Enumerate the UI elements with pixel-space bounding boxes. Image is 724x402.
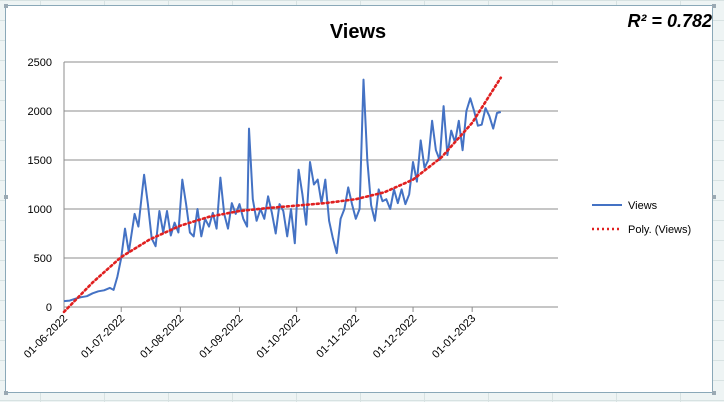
- x-tick-label: 01-08-2022: [138, 313, 186, 361]
- y-tick-label: 2000: [28, 106, 52, 118]
- x-tick-label: 01-07-2022: [79, 313, 127, 361]
- gridlines: [63, 61, 558, 308]
- legend-label: Poly. (Views): [628, 224, 691, 236]
- series-line-views: [63, 78, 502, 303]
- series-lines: [62, 76, 503, 314]
- x-tick-label: 01-11-2022: [314, 313, 362, 361]
- y-tick-label: 500: [34, 253, 52, 265]
- x-tick-label: 01-12-2022: [371, 313, 419, 361]
- resize-handle-right[interactable]: [712, 195, 716, 199]
- x-axis-ticks: 01-06-2022 01-07-2022 01-08-2022 01-09-2022…: [22, 307, 478, 361]
- series-line-poly-views-trendline: [62, 76, 503, 314]
- resize-handle-bottom-left[interactable]: [4, 391, 8, 395]
- y-tick-label: 1000: [28, 204, 52, 216]
- y-axis-ticks: 0 500 1000 1500 2000 2500: [28, 57, 52, 314]
- x-tick-label: 01-09-2022: [197, 313, 245, 361]
- x-tick-label: 01-01-2023: [430, 313, 478, 361]
- y-tick-label: 0: [46, 302, 52, 314]
- x-tick-label: 01-06-2022: [22, 313, 70, 361]
- r-squared-annotation: R² = 0.782: [627, 11, 712, 31]
- legend-label: Views: [628, 200, 658, 212]
- chart-title: Views: [330, 21, 386, 43]
- y-tick-label: 2500: [28, 57, 52, 69]
- resize-handle-top-left[interactable]: [4, 4, 8, 8]
- x-tick-label: 01-10-2022: [255, 313, 303, 361]
- resize-handle-top-right[interactable]: [712, 4, 716, 8]
- resize-handle-bottom-right[interactable]: [712, 391, 716, 395]
- legend[interactable]: Views Poly. (Views): [592, 200, 691, 236]
- resize-handle-left[interactable]: [4, 195, 8, 199]
- y-tick-label: 1500: [28, 155, 52, 167]
